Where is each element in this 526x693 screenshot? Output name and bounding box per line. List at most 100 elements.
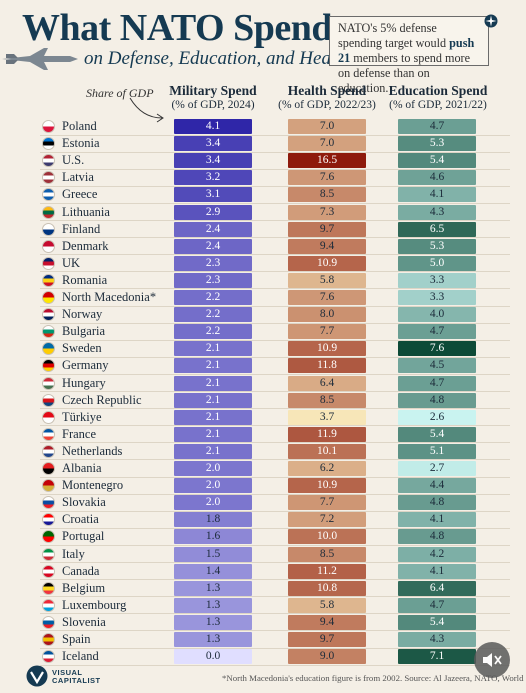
- education-cell: 4.2: [398, 546, 476, 562]
- mute-button[interactable]: [474, 642, 510, 678]
- row-divider: [40, 288, 510, 290]
- health-cell: 5.8: [288, 272, 366, 288]
- health-cell: 7.6: [288, 290, 366, 305]
- row-divider: [40, 339, 510, 341]
- lithuania-flag-icon: [42, 205, 55, 219]
- country-name: Denmark: [62, 238, 109, 253]
- spain-flag-icon: [42, 633, 55, 646]
- military-column-title: Military Spend: [169, 83, 257, 98]
- row-divider: [40, 356, 510, 358]
- row-divider: [40, 459, 510, 461]
- country-name: Sweden: [62, 341, 102, 356]
- military-cell: 2.3: [174, 272, 252, 288]
- country-name: North Macedonia*: [62, 290, 157, 304]
- netherlands-flag-icon: [42, 444, 55, 458]
- row-divider: [40, 476, 510, 478]
- military-cell: 1.6: [174, 529, 252, 545]
- country-name: Iceland: [62, 649, 99, 664]
- country-name: Türkiye: [62, 409, 102, 424]
- table-row: Canada 1.4 11.2 4.1: [0, 563, 526, 580]
- row-divider: [40, 408, 510, 410]
- callout-text-post: members to spend more on defense than on…: [338, 51, 471, 95]
- country-name: Slovakia: [62, 495, 106, 510]
- fighter-jet-icon: [2, 48, 78, 70]
- callout-box: NATO's 5% defense spending target would …: [329, 16, 489, 95]
- row-divider: [40, 151, 510, 153]
- row-divider: [40, 544, 510, 546]
- row-divider: [40, 630, 510, 632]
- education-cell: 4.3: [398, 204, 476, 220]
- education-column-subtitle: (% of GDP, 2021/22): [389, 99, 487, 111]
- health-cell: 8.0: [288, 307, 366, 323]
- row-divider: [40, 305, 510, 307]
- table-row: Hungary 2.1 6.4 4.7: [0, 375, 526, 392]
- table-row: North Macedonia* 2.2 7.6 3.3: [0, 289, 526, 306]
- callout-text-pre: NATO's 5% defense spending target would: [338, 21, 450, 50]
- education-cell: 4.5: [398, 358, 476, 374]
- poland-flag-icon: [42, 120, 55, 133]
- row-divider: [40, 391, 510, 392]
- health-cell: 3.7: [288, 409, 366, 425]
- table-row: Denmark 2.4 9.4 5.3: [0, 238, 526, 255]
- germany-flag-icon: [42, 359, 55, 373]
- country-name: Norway: [62, 307, 103, 322]
- military-cell: 2.0: [174, 495, 252, 511]
- table-row: Montenegro 2.0 10.9 4.4: [0, 477, 526, 494]
- row-divider: [40, 562, 510, 563]
- education-cell: 3.3: [398, 290, 476, 305]
- italy-flag-icon: [42, 547, 55, 561]
- croatia-flag-icon: [42, 513, 55, 527]
- brand-name: VISUAL CAPITALIST: [52, 669, 101, 685]
- education-cell: 4.0: [398, 307, 476, 323]
- education-cell: 4.8: [398, 392, 476, 408]
- health-cell: 9.0: [288, 649, 366, 665]
- country-name: Germany: [62, 358, 109, 373]
- military-cell: 1.3: [174, 632, 252, 647]
- education-cell: 6.5: [398, 221, 476, 237]
- uk-flag-icon: [42, 256, 55, 270]
- callout-text-bold: push 21: [338, 36, 475, 65]
- health-cell: 9.4: [288, 614, 366, 630]
- country-name: Finland: [62, 221, 101, 236]
- share-of-gdp-label: Share of GDP: [86, 86, 154, 100]
- footnote: *North Macedonia's education figure is f…: [222, 673, 526, 683]
- military-cell: 2.2: [174, 307, 252, 323]
- health-cell: 11.9: [288, 426, 366, 442]
- education-cell: 6.4: [398, 580, 476, 596]
- military-cell: 2.1: [174, 426, 252, 442]
- table-row: UK 2.3 10.9 5.0: [0, 255, 526, 272]
- header: What NATO Spends on Defense, Education, …: [0, 0, 526, 95]
- table-row: Lithuania 2.9 7.3 4.3: [0, 204, 526, 221]
- table-row: Norway 2.2 8.0 4.0: [0, 306, 526, 323]
- education-cell: 4.1: [398, 187, 476, 203]
- health-cell: 10.9: [288, 255, 366, 271]
- row-divider: [40, 647, 510, 649]
- country-name: Bulgaria: [62, 324, 106, 339]
- visual-capitalist-logo-icon: [26, 665, 48, 687]
- military-cell: 3.2: [174, 170, 252, 186]
- health-cell: 11.8: [288, 358, 366, 374]
- table-row: Türkiye 2.1 3.7 2.6: [0, 409, 526, 426]
- military-cell: 2.4: [174, 238, 252, 254]
- turkiye-flag-icon: [42, 410, 55, 424]
- country-name: Belgium: [62, 580, 106, 595]
- health-cell: 6.2: [288, 461, 366, 476]
- education-cell: 5.3: [398, 238, 476, 254]
- table-row: Slovenia 1.3 9.4 5.4: [0, 614, 526, 631]
- education-cell: 5.4: [398, 153, 476, 169]
- health-cell: 7.6: [288, 170, 366, 186]
- country-name: Netherlands: [62, 443, 123, 458]
- row-divider: [40, 596, 510, 598]
- us-flag-icon: [42, 154, 55, 168]
- denmark-flag-icon: [42, 239, 55, 253]
- health-cell: 16.5: [288, 153, 366, 169]
- military-cell: 2.1: [174, 443, 252, 459]
- row-divider: [40, 510, 510, 512]
- education-cell: 4.4: [398, 478, 476, 494]
- portugal-flag-icon: [42, 530, 55, 544]
- education-cell: 4.8: [398, 529, 476, 545]
- education-cell: 4.7: [398, 119, 476, 134]
- education-cell: 5.4: [398, 614, 476, 630]
- military-cell: 2.0: [174, 461, 252, 476]
- table-row: Portugal 1.6 10.0 4.8: [0, 528, 526, 545]
